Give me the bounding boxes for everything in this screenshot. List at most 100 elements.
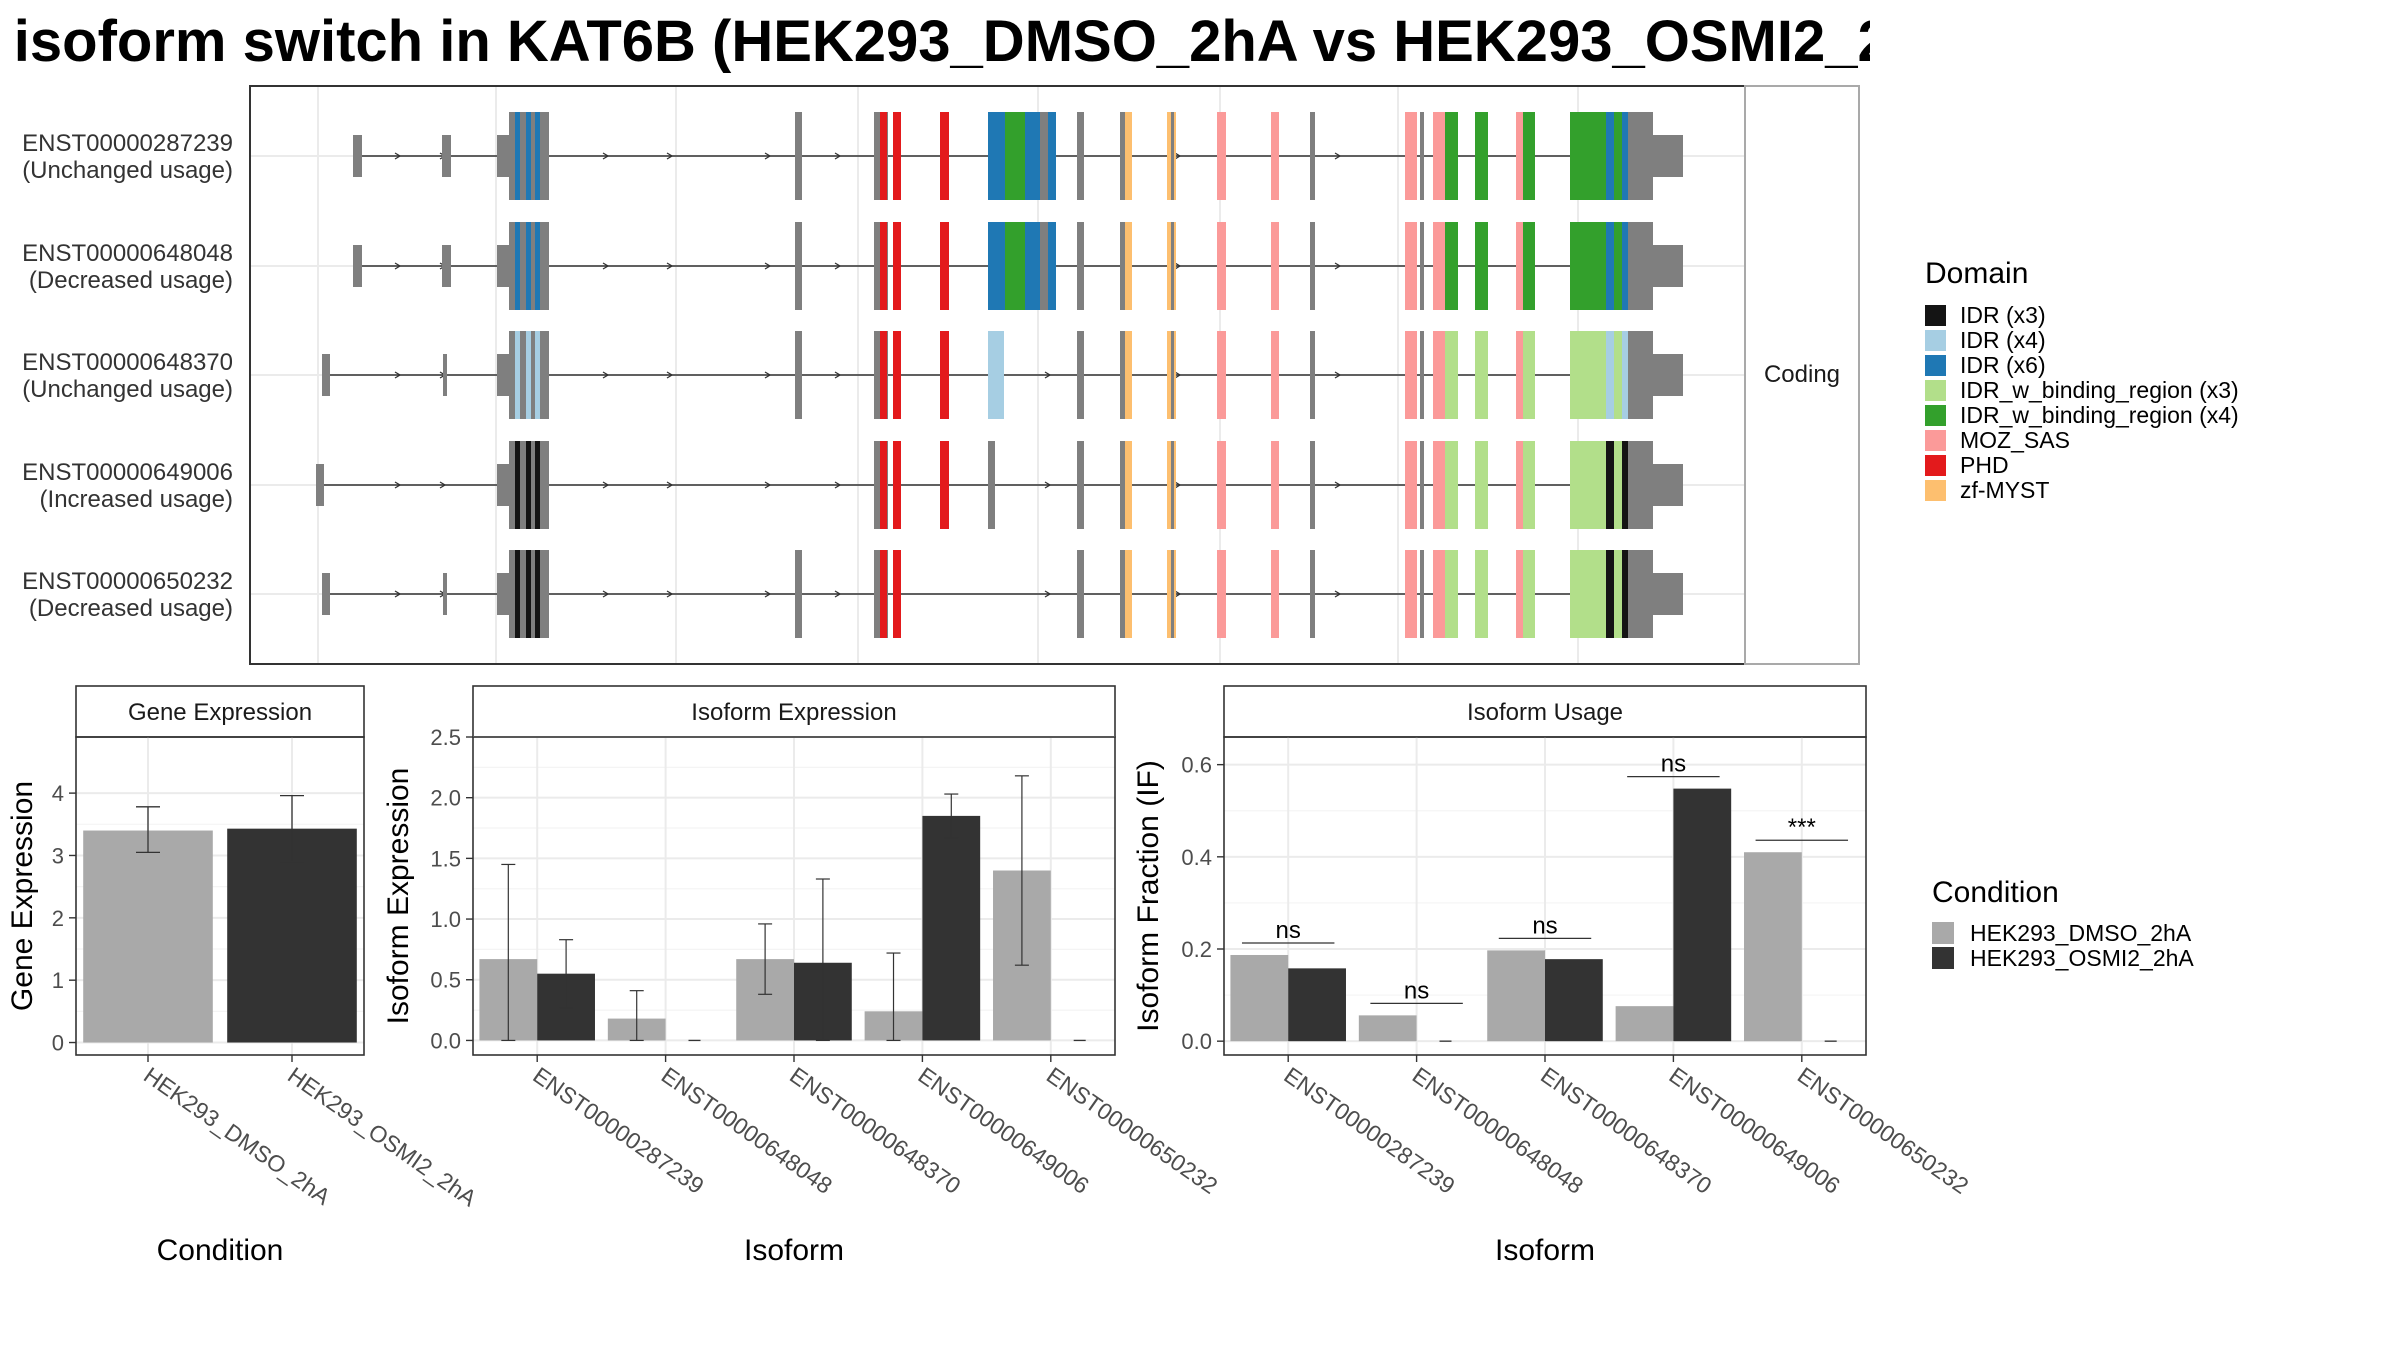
domain-moz-sas: [1217, 222, 1226, 310]
intron-arrow: [1334, 590, 1342, 598]
domain-moz-sas: [1433, 222, 1445, 310]
panel-isoform-usage: Isoform Usagensnsnsns***0.00.20.40.6ENST…: [1132, 685, 1973, 1267]
legend-label: zf-MYST: [1960, 477, 2049, 503]
y-tick-label: 0.2: [1181, 937, 1212, 962]
domain-binding: [1570, 331, 1630, 419]
exon-utr: [1653, 573, 1683, 615]
exon: [353, 245, 362, 287]
panel-strip: [1223, 685, 1867, 738]
domain-binding: [1445, 222, 1458, 310]
exon: [1171, 331, 1174, 419]
legend-label: IDR (x6): [1960, 352, 2046, 378]
domain-idr: [1606, 331, 1614, 419]
domain-phd: [880, 222, 887, 310]
intron-arrow: [666, 262, 674, 270]
condition-legend-label: HEK293_OSMI2_2hA: [1970, 945, 2194, 971]
transcript-ENST00000287239: [353, 112, 1683, 200]
exon: [1420, 550, 1424, 638]
domain-idr: [515, 331, 520, 419]
domain-idr: [526, 550, 531, 638]
transcript-usage-label: (Unchanged usage): [22, 157, 233, 184]
domain-idr: [515, 222, 520, 310]
exon: [1645, 222, 1653, 310]
y-tick-label: 3: [52, 843, 64, 868]
exon: [795, 112, 802, 200]
transcript-id-label: ENST00000650232: [22, 568, 233, 595]
intron-arrow: [764, 371, 772, 379]
legend-key-idr-x3-: [1925, 305, 1946, 326]
domain-idr: [1622, 441, 1628, 529]
domain-idr: [515, 112, 520, 200]
condition-legend-label: HEK293_DMSO_2hA: [1970, 920, 2192, 946]
exon: [442, 135, 451, 177]
exon: [1420, 441, 1424, 529]
y-tick-label: 1.0: [430, 907, 461, 932]
bar: [1358, 1015, 1417, 1042]
intron-arrow: [1174, 262, 1182, 270]
intron-arrow: [394, 590, 402, 598]
intron-arrow: [1174, 481, 1182, 489]
panel-title: Isoform Expression: [691, 699, 896, 726]
domain-idr: [988, 331, 1004, 419]
intron-arrow: [1334, 262, 1342, 270]
exon: [1310, 441, 1315, 529]
domain-phd: [940, 441, 949, 529]
exon: [1077, 331, 1084, 419]
exon: [1171, 112, 1174, 200]
significance-label: ns: [1532, 912, 1557, 939]
domain-phd: [940, 112, 949, 200]
domain-idr: [515, 550, 520, 638]
domain-moz-sas: [1271, 222, 1279, 310]
domain-moz-sas: [1516, 441, 1527, 529]
intron-arrow: [834, 262, 842, 270]
intron-arrow: [394, 262, 402, 270]
domain-binding: [1523, 112, 1535, 200]
bar: [1615, 1006, 1674, 1042]
domain-binding: [1445, 441, 1458, 529]
exon: [1171, 441, 1174, 529]
intron-arrow: [602, 371, 610, 379]
exon: [316, 464, 324, 506]
intron-arrow: [1044, 371, 1052, 379]
exon: [1120, 222, 1127, 310]
condition-legend-key: [1932, 922, 1954, 944]
domain-binding: [1570, 441, 1630, 529]
y-tick-label: 2.0: [430, 786, 461, 811]
legend-key-zf-myst: [1925, 480, 1946, 501]
intron-arrow: [1044, 481, 1052, 489]
exon: [322, 354, 330, 396]
y-tick-label: 2.5: [430, 725, 461, 750]
exon-utr: [497, 245, 509, 287]
domain-idr: [1606, 550, 1614, 638]
exon: [1630, 550, 1644, 638]
domain-moz-sas: [1516, 550, 1527, 638]
domain-phd: [893, 550, 901, 638]
intron-arrow: [1044, 590, 1052, 598]
exon: [1040, 112, 1048, 200]
y-tick-label: 0: [52, 1031, 64, 1056]
y-axis-title: Isoform Expression: [382, 768, 415, 1025]
domain-idr: [1622, 112, 1628, 200]
bar: [922, 815, 981, 1041]
exon-utr: [1653, 354, 1683, 396]
domain-binding: [1570, 222, 1630, 310]
y-tick-label: 1: [52, 968, 64, 993]
exon: [1420, 222, 1424, 310]
legend-key-idr-w-binding-region-x3-: [1925, 380, 1946, 401]
exon: [1310, 222, 1315, 310]
exon: [442, 245, 451, 287]
legend-label: MOZ_SAS: [1960, 427, 2070, 453]
exon: [1630, 112, 1644, 200]
domain-idr: [1606, 441, 1614, 529]
intron-arrow: [834, 152, 842, 160]
legend-label: IDR (x3): [1960, 302, 2046, 328]
legend-key-idr-x6-: [1925, 355, 1946, 376]
legend-key-idr-w-binding-region-x4-: [1925, 405, 1946, 426]
intron-arrow: [1174, 152, 1182, 160]
domain-phd: [880, 441, 887, 529]
intron-arrow: [834, 590, 842, 598]
transcript-usage-label: (Decreased usage): [29, 267, 233, 294]
x-axis-title: Isoform: [1495, 1234, 1595, 1267]
y-tick-label: 2: [52, 906, 64, 931]
domain-binding: [1475, 441, 1488, 529]
